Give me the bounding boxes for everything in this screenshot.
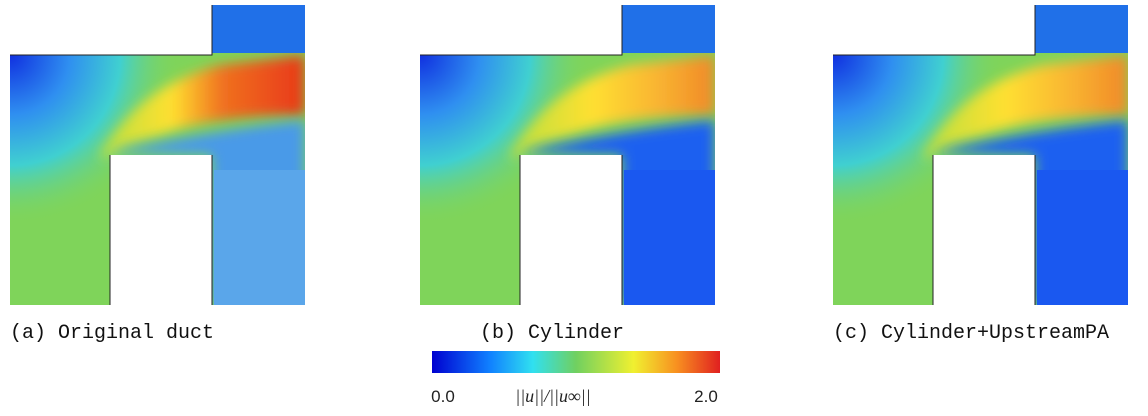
panel: (b) Cylinder [420, 5, 715, 345]
jet [510, 55, 715, 160]
flow-field [833, 5, 1128, 305]
colorbar-min: 0.0 [431, 387, 455, 406]
caption: (a) Original duct [10, 322, 214, 345]
upper-block [212, 5, 305, 53]
jet [100, 55, 305, 160]
downstream [214, 170, 305, 305]
caption: (b) Cylinder [480, 322, 624, 345]
outline [833, 5, 1036, 305]
flow-field [420, 5, 715, 305]
colorbar-gradient [432, 351, 720, 373]
panels: (a) Original duct (b) Cylinder (c) Cylinde… [10, 5, 1128, 345]
colorbar-max: 2.0 [694, 387, 718, 406]
outline [420, 5, 623, 305]
upper-block [622, 5, 715, 53]
downstream [624, 170, 715, 305]
panel: (c) Cylinder+UpstreamPA [833, 5, 1128, 345]
jet [923, 55, 1128, 160]
flow-field [10, 5, 305, 305]
colorbar-title: ||u||/||u∞|| [515, 386, 590, 406]
colorbar: 0.0 ||u||/||u∞|| 2.0 [431, 351, 720, 406]
upper-block [1035, 5, 1128, 53]
panel: (a) Original duct [10, 5, 305, 345]
outline [10, 5, 213, 305]
downstream [1037, 170, 1128, 305]
caption: (c) Cylinder+UpstreamPA [833, 322, 1109, 345]
